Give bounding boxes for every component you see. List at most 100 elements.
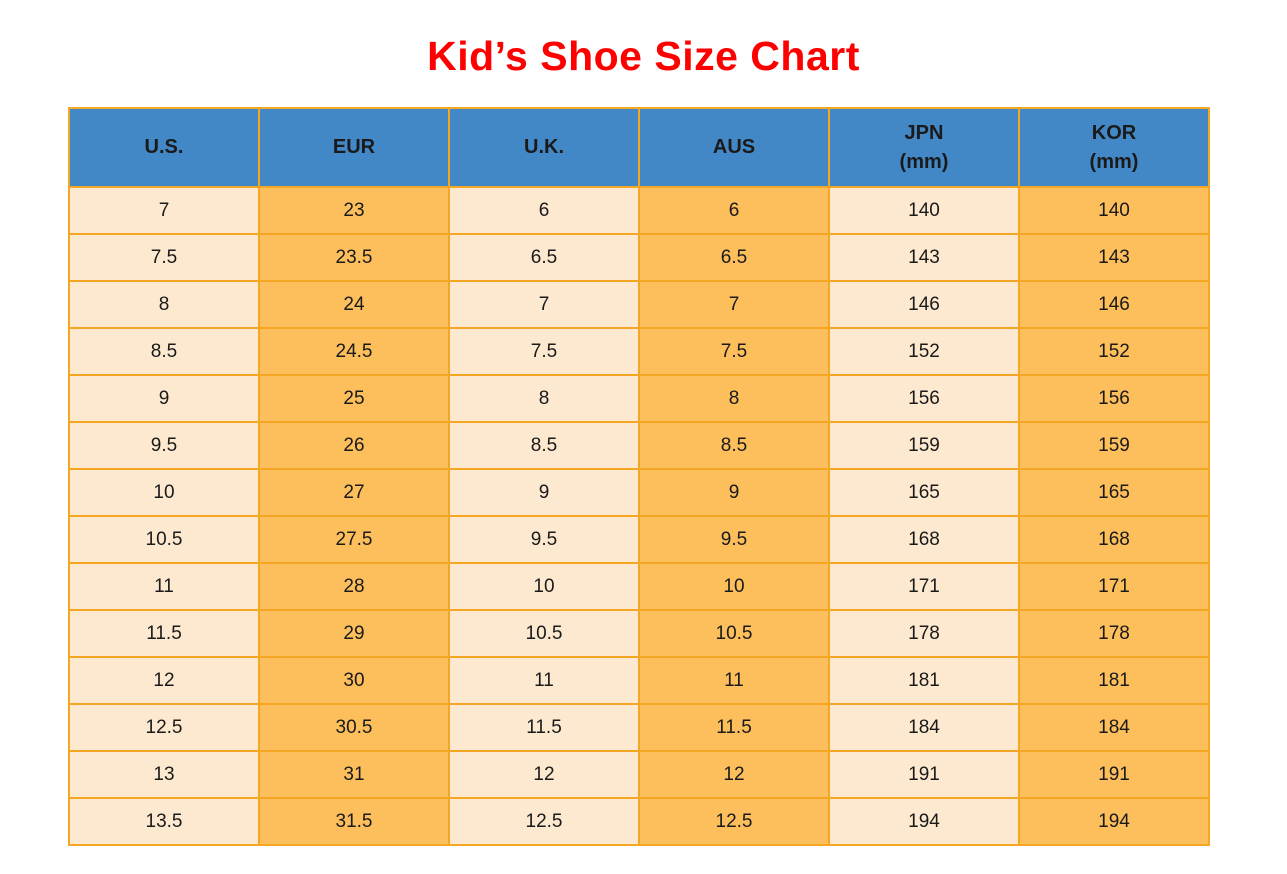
column-header-eur: EUR xyxy=(258,107,450,188)
column-header-label: EUR xyxy=(332,136,376,158)
table-cell: 7 xyxy=(448,280,640,329)
table-cell: 28 xyxy=(258,562,450,611)
table-cell: 12.5 xyxy=(638,797,830,846)
table-cell: 178 xyxy=(828,609,1020,658)
table-cell: 12.5 xyxy=(448,797,640,846)
table-cell: 24.5 xyxy=(258,327,450,376)
size-table-body: 7 23 6 6 140 140 7.5 23.5 6.5 6.5 143 143 8 24 7 7 146 14… xyxy=(68,186,1210,846)
table-cell: 8.5 xyxy=(448,421,640,470)
table-cell: 13 xyxy=(68,750,260,799)
column-header-sublabel: (mm) xyxy=(1089,150,1139,173)
table-cell: 25 xyxy=(258,374,450,423)
table-row: 9 25 8 8 156 156 xyxy=(68,374,1210,423)
table-cell: 23.5 xyxy=(258,233,450,282)
table-header-row: U.S. EUR U.K. AUS JPN (mm) KOR (mm) xyxy=(68,107,1210,188)
table-cell: 146 xyxy=(828,280,1020,329)
table-cell: 7.5 xyxy=(68,233,260,282)
table-cell: 6.5 xyxy=(448,233,640,282)
table-cell: 156 xyxy=(1018,374,1210,423)
table-cell: 7 xyxy=(68,186,260,235)
table-cell: 171 xyxy=(1018,562,1210,611)
table-cell: 184 xyxy=(1018,703,1210,752)
table-cell: 12 xyxy=(448,750,640,799)
table-cell: 9 xyxy=(638,468,830,517)
table-cell: 165 xyxy=(1018,468,1210,517)
table-cell: 171 xyxy=(828,562,1020,611)
table-cell: 10 xyxy=(638,562,830,611)
table-cell: 6 xyxy=(638,186,830,235)
table-cell: 143 xyxy=(1018,233,1210,282)
table-cell: 12.5 xyxy=(68,703,260,752)
table-cell: 156 xyxy=(828,374,1020,423)
table-cell: 165 xyxy=(828,468,1020,517)
column-header-label: AUS xyxy=(712,136,756,158)
table-cell: 152 xyxy=(828,327,1020,376)
table-row: 13 31 12 12 191 191 xyxy=(68,750,1210,799)
table-cell: 27 xyxy=(258,468,450,517)
table-cell: 8 xyxy=(68,280,260,329)
table-cell: 10.5 xyxy=(638,609,830,658)
table-row: 10 27 9 9 165 165 xyxy=(68,468,1210,517)
table-cell: 29 xyxy=(258,609,450,658)
table-cell: 159 xyxy=(1018,421,1210,470)
table-cell: 24 xyxy=(258,280,450,329)
table-row: 11 28 10 10 171 171 xyxy=(68,562,1210,611)
table-row: 9.5 26 8.5 8.5 159 159 xyxy=(68,421,1210,470)
table-row: 8 24 7 7 146 146 xyxy=(68,280,1210,329)
table-cell: 7.5 xyxy=(448,327,640,376)
table-row: 7 23 6 6 140 140 xyxy=(68,186,1210,235)
table-cell: 168 xyxy=(1018,515,1210,564)
column-header-label: JPN xyxy=(904,121,944,144)
table-row: 10.5 27.5 9.5 9.5 168 168 xyxy=(68,515,1210,564)
table-cell: 140 xyxy=(828,186,1020,235)
table-cell: 10 xyxy=(448,562,640,611)
table-header: U.S. EUR U.K. AUS JPN (mm) KOR (mm) xyxy=(68,107,1210,188)
table-cell: 12 xyxy=(638,750,830,799)
table-cell: 194 xyxy=(1018,797,1210,846)
table-cell: 9.5 xyxy=(638,515,830,564)
table-row: 12.5 30.5 11.5 11.5 184 184 xyxy=(68,703,1210,752)
table-cell: 26 xyxy=(258,421,450,470)
table-cell: 13.5 xyxy=(68,797,260,846)
table-cell: 9.5 xyxy=(68,421,260,470)
table-cell: 30.5 xyxy=(258,703,450,752)
table-row: 11.5 29 10.5 10.5 178 178 xyxy=(68,609,1210,658)
table-cell: 8 xyxy=(448,374,640,423)
table-row: 7.5 23.5 6.5 6.5 143 143 xyxy=(68,233,1210,282)
table-cell: 31 xyxy=(258,750,450,799)
table-cell: 11.5 xyxy=(448,703,640,752)
table-cell: 181 xyxy=(828,656,1020,705)
table-cell: 159 xyxy=(828,421,1020,470)
table-cell: 143 xyxy=(828,233,1020,282)
column-header-jpn: JPN (mm) xyxy=(828,107,1020,188)
column-header-label: U.K. xyxy=(524,136,564,158)
table-cell: 191 xyxy=(828,750,1020,799)
column-header-uk: U.K. xyxy=(448,107,640,188)
page-title: Kid’s Shoe Size Chart xyxy=(427,33,860,79)
column-header-aus: AUS xyxy=(638,107,830,188)
table-cell: 184 xyxy=(828,703,1020,752)
table-cell: 181 xyxy=(1018,656,1210,705)
column-header-label: U.S. xyxy=(144,136,184,158)
table-cell: 11 xyxy=(638,656,830,705)
table-cell: 6.5 xyxy=(638,233,830,282)
table-cell: 152 xyxy=(1018,327,1210,376)
shoe-size-table: U.S. EUR U.K. AUS JPN (mm) KOR (mm) xyxy=(68,107,1210,846)
table-cell: 191 xyxy=(1018,750,1210,799)
table-cell: 10.5 xyxy=(68,515,260,564)
table-cell: 7 xyxy=(638,280,830,329)
table-cell: 11.5 xyxy=(638,703,830,752)
column-header-label: KOR xyxy=(1091,121,1137,144)
table-row: 8.5 24.5 7.5 7.5 152 152 xyxy=(68,327,1210,376)
table-cell: 11.5 xyxy=(68,609,260,658)
table-cell: 10 xyxy=(68,468,260,517)
table-cell: 12 xyxy=(68,656,260,705)
column-header-us: U.S. xyxy=(68,107,260,188)
table-cell: 31.5 xyxy=(258,797,450,846)
table-cell: 7.5 xyxy=(638,327,830,376)
table-cell: 11 xyxy=(68,562,260,611)
table-cell: 11 xyxy=(448,656,640,705)
table-cell: 146 xyxy=(1018,280,1210,329)
table-cell: 178 xyxy=(1018,609,1210,658)
table-cell: 168 xyxy=(828,515,1020,564)
